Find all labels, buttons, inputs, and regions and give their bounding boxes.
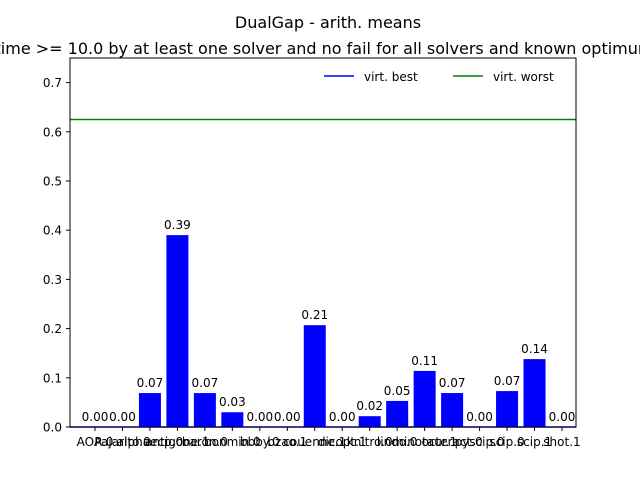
value-label: 0.07 [192,376,219,390]
value-label: 0.07 [137,376,164,390]
value-label: 0.05 [384,384,411,398]
axes-frame [69,57,577,428]
x-tick-label: baron.0 [182,435,228,449]
x-tick-label: bonmin.0 [204,435,261,449]
value-label: 0.11 [411,354,438,368]
value-label: 0.00 [82,410,109,424]
value-label: 0.00 [549,410,576,424]
bar [138,393,161,427]
x-tick-label: shot.1 [543,435,580,449]
bar [193,393,216,427]
bar [441,393,464,427]
x-tick-label: knitro.0 [347,435,393,449]
x-tick-label: scip.0 [489,435,524,449]
x-tick-label: octeract.0 [422,435,483,449]
bar [496,391,519,427]
value-label: 0.02 [356,399,383,413]
value-label: 0.14 [521,342,548,356]
x-tick-label: bzao.1 [267,435,307,449]
value-label: 0.21 [301,308,328,322]
y-tick-label: 0.7 [43,76,62,90]
y-tick-label: 0.0 [43,421,62,435]
y-tick-label: 0.2 [43,322,62,336]
value-label: 0.00 [466,410,493,424]
x-tick-label: minotaur.1 [392,435,457,449]
x-tick-label: Pajarito.0 [94,435,150,449]
x-tick-label: alphaecp.0 [117,435,183,449]
value-label: 0.03 [219,395,246,409]
y-tick-label: 0.1 [43,371,62,385]
value-label: 0.00 [329,410,356,424]
bar [221,412,244,427]
bar [358,416,381,427]
value-label: 0.07 [494,374,521,388]
x-tick-label: dicopt.1 [318,435,367,449]
value-label: 0.39 [164,218,191,232]
y-tick-label: 0.4 [43,224,62,238]
bar [413,370,436,427]
x-tick-label: couenne.1 [283,435,346,449]
x-tick-label: AOA.0 [77,435,114,449]
legend-label: virt. worst [493,70,554,84]
bar [386,400,409,427]
value-label: 0.00 [246,410,273,424]
x-tick-label: pyscip.0 [455,435,505,449]
y-tick-label: 0.5 [43,175,62,189]
x-tick-label: scip.1 [517,435,552,449]
y-tick-label: 0.6 [43,125,62,139]
legend-label: virt. best [364,70,418,84]
bar [303,325,326,427]
chart-title: DualGap - arith. means [235,13,421,32]
chart-subtitle: time >= 10.0 by at least one solver and … [0,39,640,58]
bar [166,235,189,427]
x-tick-label: lindo.0 [377,435,417,449]
y-tick-label: 0.3 [43,273,62,287]
value-label: 0.00 [109,410,136,424]
value-label: 0.07 [439,376,466,390]
x-tick-label: bbby.0 [240,435,280,449]
x-tick-label: antigone.1 [145,435,209,449]
value-label: 0.00 [274,410,301,424]
bar [523,359,546,427]
